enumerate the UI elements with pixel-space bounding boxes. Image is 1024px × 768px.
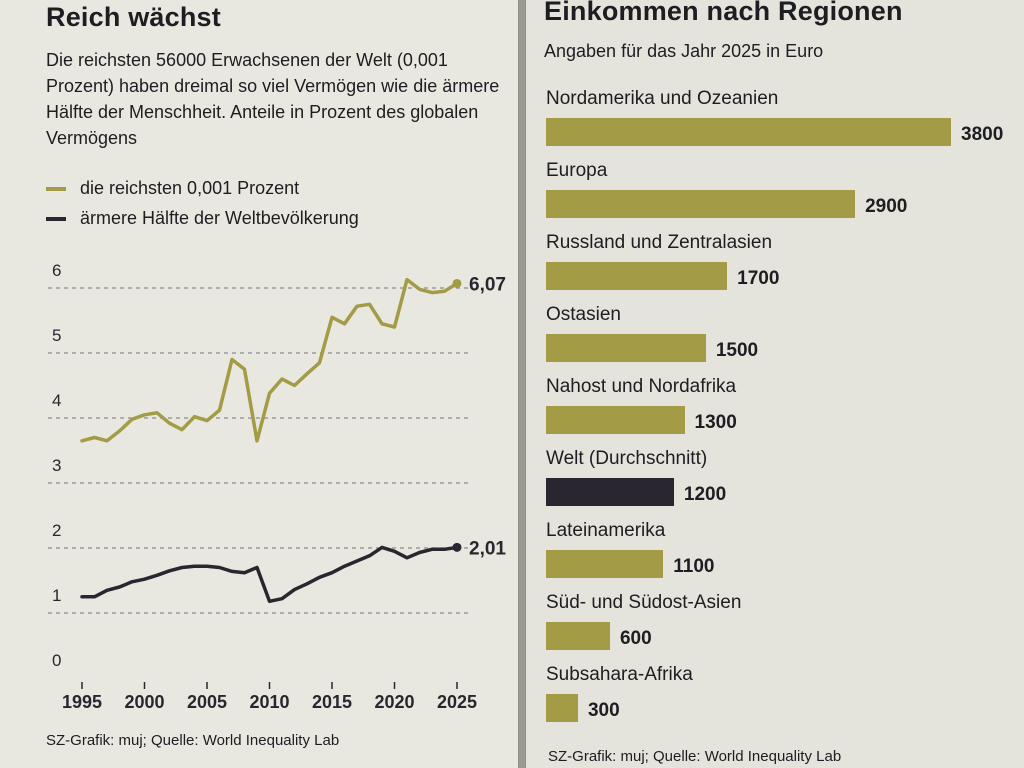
x-tick-label: 2000 xyxy=(124,692,164,712)
bar xyxy=(546,478,674,506)
legend-label-rich: die reichsten 0,001 Prozent xyxy=(80,178,300,198)
bar-value-label: 3800 xyxy=(961,124,1004,145)
bar-chart-title: Einkommen nach Regionen xyxy=(544,0,903,26)
line-chart-panel: Reich wächst Die reichsten 56000 Erwachs… xyxy=(0,0,518,768)
y-tick-label: 3 xyxy=(52,456,61,475)
bar-category-label: Ostasien xyxy=(546,304,621,325)
bar xyxy=(546,694,578,722)
series-end-label: 6,07 xyxy=(469,274,506,295)
bar xyxy=(546,550,664,578)
bar-value-label: 600 xyxy=(619,628,652,649)
bar-category-label: Lateinamerika xyxy=(546,520,666,541)
bar-chart-subtitle: Angaben für das Jahr 2025 in Euro xyxy=(544,41,824,61)
bar-value-label: 1300 xyxy=(694,412,737,433)
series-line-poor xyxy=(80,545,459,604)
line-chart-title: Reich wächst xyxy=(46,2,221,32)
bar xyxy=(546,190,856,218)
series-line-rich xyxy=(80,277,459,443)
bar xyxy=(546,334,706,362)
bar-category-label: Nordamerika und Ozeanien xyxy=(546,88,779,109)
bar-value-label: 1500 xyxy=(715,340,759,361)
line-chart-source: SZ-Grafik: muj; Quelle: World Inequality… xyxy=(46,732,340,749)
legend-swatch-poor xyxy=(46,216,66,221)
bar-chart-panel: Einkommen nach Regionen Angaben für das … xyxy=(526,0,1024,768)
x-tick-label: 2025 xyxy=(437,692,477,712)
line-chart: 0 1 2 3 4 5 6 1995 2000 2005 2010 2015 2020 2025 6,07 2… xyxy=(48,261,506,712)
bar xyxy=(546,622,610,650)
y-tick-label: 1 xyxy=(52,586,61,605)
legend-label-poor: ärmere Hälfte der Weltbevölkerung xyxy=(80,208,359,228)
bar xyxy=(546,118,951,146)
bar-value-label: 2900 xyxy=(865,196,908,217)
x-tick-label: 2015 xyxy=(312,692,352,712)
bar-value-label: 1200 xyxy=(683,484,727,505)
line-chart-subtitle: Die reichsten 56000 Erwachsenen der Welt… xyxy=(46,50,500,148)
bar-category-label: Subsahara-Afrika xyxy=(546,664,693,685)
y-tick-label: 0 xyxy=(52,651,61,670)
y-tick-label: 2 xyxy=(52,521,61,540)
y-tick-label: 6 xyxy=(52,261,61,280)
y-tick-label: 5 xyxy=(52,326,61,345)
bar-value-label: 1700 xyxy=(737,268,780,289)
legend-item-poor: ärmere Hälfte der Weltbevölkerung xyxy=(46,208,359,229)
series-end-point xyxy=(452,278,462,288)
bar-value-label: 300 xyxy=(587,700,620,721)
bar-value-label: 1100 xyxy=(673,556,715,577)
x-tick-label: 2010 xyxy=(249,692,289,712)
bar-category-label: Nahost und Nordafrika xyxy=(546,376,737,397)
bar-category-label: Russland und Zentralasien xyxy=(546,232,773,253)
bar-category-label: Welt (Durchschnitt) xyxy=(546,448,708,469)
y-tick-label: 4 xyxy=(52,391,61,410)
bar-category-label: Europa xyxy=(546,160,608,181)
x-tick-label: 2020 xyxy=(374,692,414,712)
legend-item-rich: die reichsten 0,001 Prozent xyxy=(46,178,299,199)
x-tick-label: 2005 xyxy=(187,692,227,712)
x-tick-label: 1995 xyxy=(62,692,102,712)
bar-chart-source: SZ-Grafik: muj; Quelle: World Inequality… xyxy=(548,748,842,765)
series-end-label: 2,01 xyxy=(469,538,506,559)
bar xyxy=(546,406,685,434)
legend-swatch-rich xyxy=(46,186,66,191)
bar-category-label: Süd- und Südost-Asien xyxy=(546,592,742,613)
bar xyxy=(546,262,728,290)
series-end-point xyxy=(452,542,462,552)
